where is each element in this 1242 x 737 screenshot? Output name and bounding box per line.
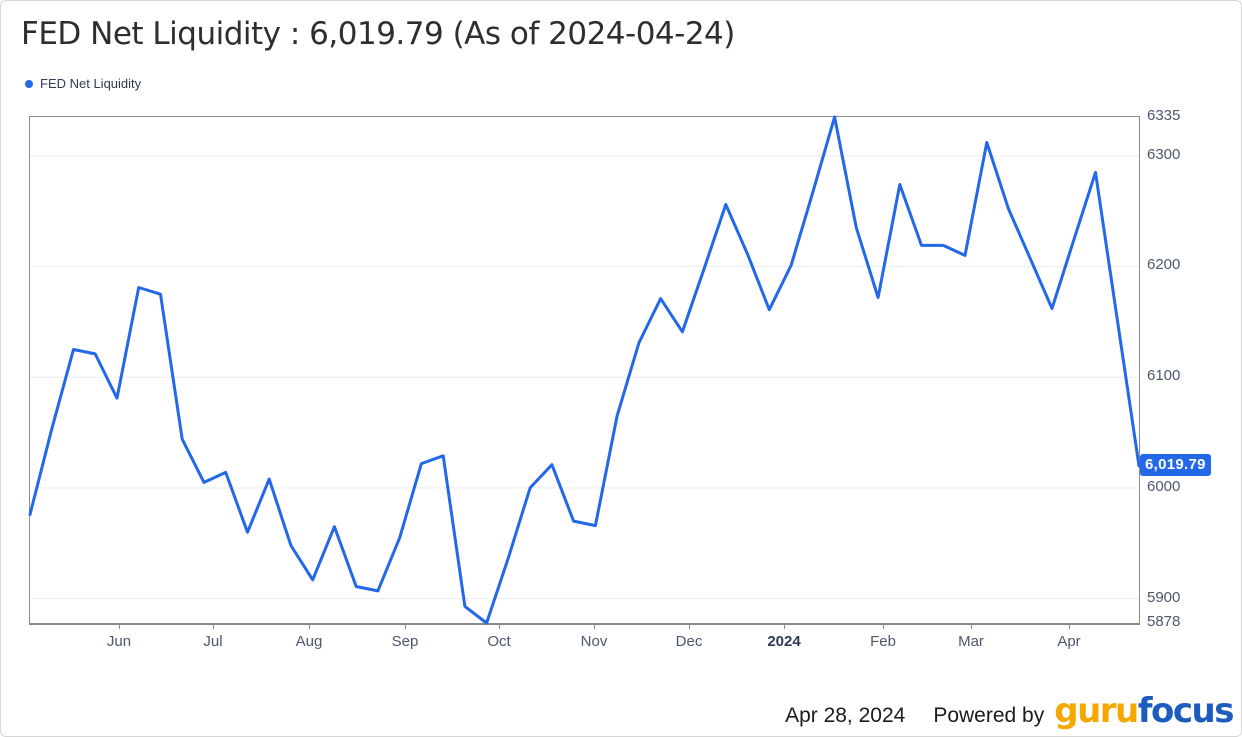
- x-axis-label: Sep: [391, 633, 419, 650]
- powered-by-label: Powered by: [933, 704, 1045, 727]
- x-axis-label: Oct: [487, 633, 511, 650]
- y-axis-label: 5878: [1147, 613, 1181, 630]
- legend-item[interactable]: FED Net Liquidity: [25, 76, 141, 91]
- x-axis-tick: [499, 623, 500, 629]
- footer: Apr 28, 2024 Powered by gurufocus: [785, 691, 1235, 731]
- x-axis-tick: [405, 623, 406, 629]
- line-series: [28, 115, 1141, 625]
- x-axis-tick: [119, 623, 120, 629]
- gurufocus-logo[interactable]: gurufocus: [1054, 691, 1235, 731]
- y-axis-label: 6000: [1147, 478, 1181, 495]
- y-axis-label: 6300: [1147, 146, 1181, 163]
- x-axis-tick: [594, 623, 595, 629]
- current-value-badge: 6,019.79: [1140, 454, 1211, 476]
- chart-svg: [28, 115, 1141, 625]
- x-axis-label: Aug: [295, 633, 323, 650]
- page-title: FED Net Liquidity : 6,019.79 (As of 2024…: [21, 16, 735, 52]
- x-axis-label: Jun: [106, 633, 132, 650]
- x-axis-tick: [1069, 623, 1070, 629]
- y-axis-label: 5900: [1147, 589, 1181, 606]
- x-axis-tick: [883, 623, 884, 629]
- x-axis-label: 2024: [767, 633, 801, 650]
- x-axis-label: Apr: [1057, 633, 1081, 650]
- x-axis-tick: [309, 623, 310, 629]
- legend-dot-icon: [25, 79, 33, 88]
- x-axis-tick: [213, 623, 214, 629]
- x-axis-label: Jul: [203, 633, 223, 650]
- x-axis-label: Feb: [870, 633, 896, 650]
- x-axis-label: Nov: [580, 633, 608, 650]
- y-axis-label: 6100: [1147, 367, 1181, 384]
- x-axis-tick: [784, 623, 785, 629]
- footer-date: Apr 28, 2024: [785, 704, 906, 727]
- legend-label: FED Net Liquidity: [40, 76, 142, 91]
- y-axis-label: 6335: [1147, 107, 1181, 124]
- logo-guru: guru: [1054, 691, 1139, 731]
- logo-focus: focus: [1137, 691, 1235, 731]
- x-axis-label: Dec: [675, 633, 703, 650]
- x-axis-label: Mar: [958, 633, 984, 650]
- y-axis-label: 6200: [1147, 256, 1181, 273]
- plot-area[interactable]: [28, 115, 1141, 625]
- x-axis-tick: [971, 623, 972, 629]
- x-axis-tick: [689, 623, 690, 629]
